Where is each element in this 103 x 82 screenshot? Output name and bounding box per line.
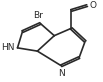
- Text: N: N: [58, 69, 65, 78]
- Text: Br: Br: [33, 11, 43, 20]
- Text: O: O: [90, 1, 97, 10]
- Text: HN: HN: [1, 43, 14, 52]
